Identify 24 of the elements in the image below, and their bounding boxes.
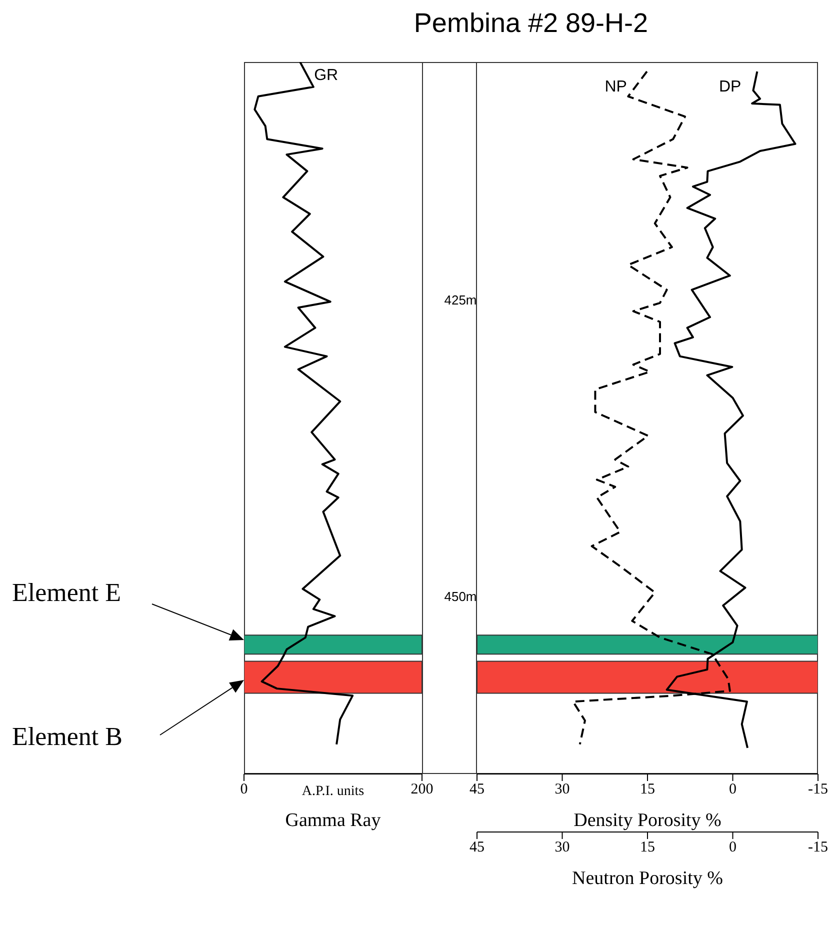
text: A.P.I. units [302,784,364,799]
text: Element B [12,722,122,752]
x-tick-label: 45 [470,782,484,798]
series-label: GR [314,67,338,84]
x-tick-label: 0 [240,782,248,798]
x2-tick-label: 45 [470,840,484,856]
x-axis-title: Density Porosity % [574,810,722,831]
x2-axis-title: Neutron Porosity % [572,868,724,889]
chart-title: Pembina #2 89-H-2 [412,8,650,39]
y-tick-label: 425m [444,292,477,308]
x2-tick-label: 30 [554,840,570,856]
x2-tick-label: -15 [808,840,828,856]
x2-tick-label: 0 [729,840,736,856]
x2-tick-label: 15 [640,840,655,856]
x-tick-label: -15 [808,782,828,798]
x-tick-label: 30 [554,782,570,798]
series-label: NP [604,78,627,96]
y-tick-label: 450m [444,589,477,604]
x-tick-label: 15 [640,782,655,798]
x-tick-label: 200 [410,782,434,798]
series-label: DP [718,78,742,96]
text: Element E [12,578,122,608]
x-tick-label: 0 [729,782,736,798]
x-axis-title: Gamma Ray [285,810,382,831]
